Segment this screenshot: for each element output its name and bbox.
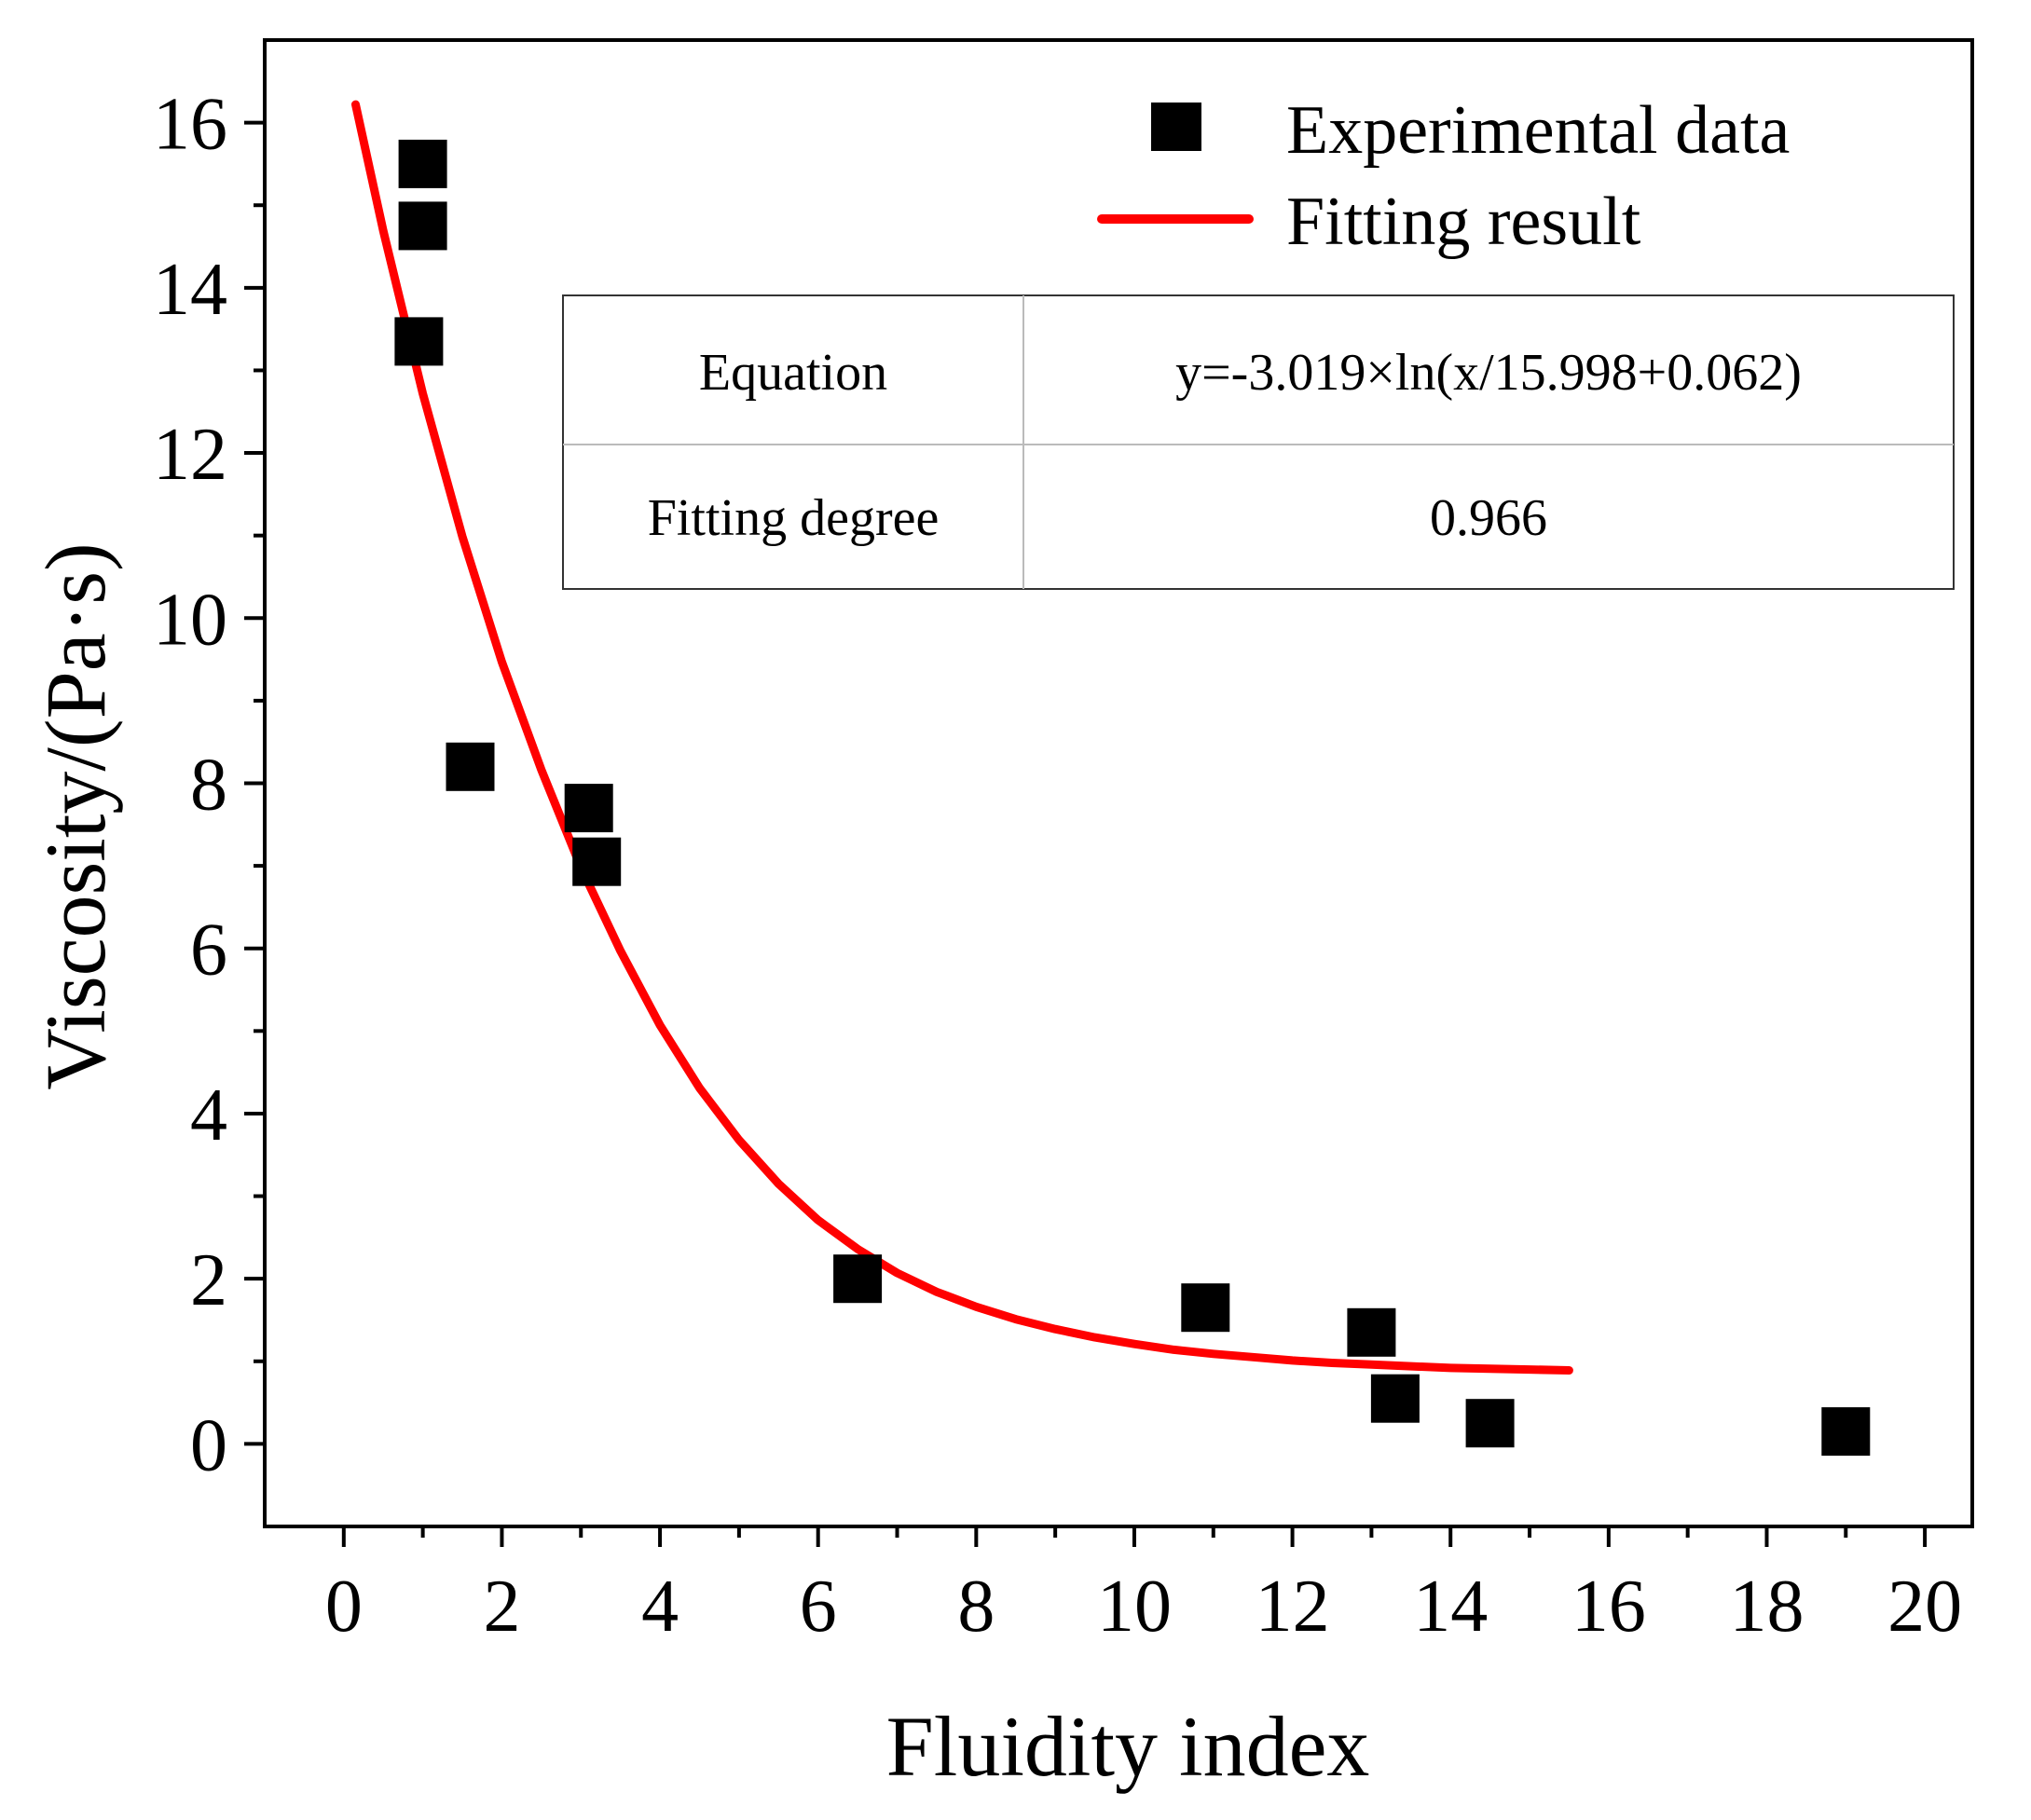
y-tick-label: 4 [190,1074,227,1156]
y-tick-label: 12 [153,414,227,496]
y-tick-label: 2 [190,1239,227,1321]
legend: Experimental data Fitting result [1097,92,1790,260]
fit-table: Equation y=-3.019×ln(x/15.998+0.062) Fit… [562,294,1955,590]
legend-marker-experimental [1151,103,1201,151]
x-tick-label: 18 [1729,1566,1804,1648]
data-point [446,742,495,791]
x-tick-label: 6 [800,1566,837,1648]
x-axis: 0 2 4 6 8 10 12 14 16 18 20 [325,1526,1962,1648]
y-tick-label: 10 [153,579,227,661]
data-point [398,201,447,251]
fit-table-border [562,294,1955,590]
legend-label-fit: Fitting result [1286,184,1641,260]
y-tick-label: 8 [190,745,227,827]
data-point [564,784,613,833]
x-tick-label: 4 [641,1566,679,1648]
y-axis: 0 2 4 6 8 10 12 14 16 [153,84,265,1486]
legend-label-experimental: Experimental data [1286,92,1790,169]
y-tick-label: 0 [190,1404,227,1486]
fit-curve [351,100,1573,1375]
fit-table-equation-label: Equation [699,344,887,402]
x-tick-label: 0 [325,1566,363,1648]
fit-layer [351,100,1573,1375]
x-tick-label: 14 [1413,1566,1488,1648]
fit-table-degree-label: Fitting degree [648,489,940,547]
data-point [833,1254,883,1304]
x-tick-label: 8 [957,1566,995,1648]
y-tick-label: 6 [190,910,227,992]
data-point [1370,1374,1420,1423]
x-tick-label: 2 [483,1566,520,1648]
data-point [394,317,444,366]
y-tick-label: 14 [153,249,227,331]
y-axis-title: Viscosity/(Pa·s) [28,542,123,1089]
data-point [1181,1283,1230,1333]
data-point [572,837,622,886]
x-tick-label: 16 [1571,1566,1646,1648]
x-axis-title: Fluidity index [886,1699,1370,1794]
data-point [1465,1399,1515,1448]
x-tick-label: 10 [1097,1566,1172,1648]
data-point [1347,1307,1396,1357]
points-layer [394,139,1871,1457]
x-tick-label: 20 [1887,1566,1962,1648]
x-tick-label: 12 [1256,1566,1330,1648]
fit-table-degree-value: 0.966 [1430,489,1547,547]
data-point [1821,1407,1871,1457]
data-point [398,139,447,188]
y-tick-label: 16 [153,84,227,166]
fit-table-equation-value: y=-3.019×ln(x/15.998+0.062) [1175,344,1802,402]
